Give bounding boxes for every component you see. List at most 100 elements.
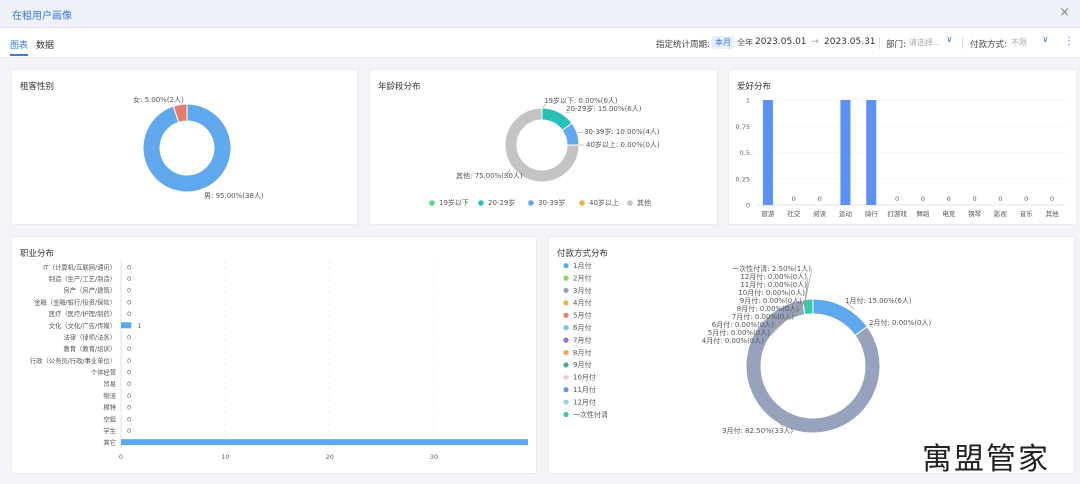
x-tick-label: 影视 [994, 209, 1008, 218]
x-tick-label: 骑行 [865, 209, 879, 218]
leader-line [772, 414, 785, 429]
y-tick-label: 1 [746, 97, 750, 105]
chevron-down-icon[interactable]: ∨ [1042, 35, 1049, 45]
y-tick-label: IT（计算机/互联网/通讯） [43, 262, 116, 271]
y-tick-label: 空姐 [103, 414, 116, 423]
pie-slice [745, 299, 881, 434]
data-label: 0 [127, 369, 131, 377]
window-title: 在租用户画像 [12, 11, 72, 22]
x-tick-label: 阅读 [813, 209, 827, 218]
x-tick-label: 运动 [839, 210, 853, 218]
full-year-button[interactable]: 全年 [737, 38, 753, 47]
data-label: 0 [127, 357, 131, 365]
data-label: 12月付: 0.00%(0人) [740, 272, 807, 281]
legend-marker [563, 287, 569, 294]
legend-marker [563, 337, 569, 343]
data-label: 11月付 [573, 385, 596, 394]
legend-marker [563, 349, 569, 356]
x-tick-label: 0 [119, 453, 123, 461]
payment-pie-chart: 1月付2月付3月付4月付5月付6月付7月付8月付9月付10月付11月付12月付一… [563, 261, 931, 435]
data-label: 10月付 [573, 373, 596, 382]
gender-pie-chart: 男: 95.00%(38人) 女: 5.00%(2人) [133, 95, 264, 200]
job-card: 职业分布 0 10 20 30 IT（计算机/互联网/通讯） 0 制造（生产/工艺/制造） 0… [11, 236, 537, 474]
legend-marker [563, 399, 569, 405]
gender-chart-title: 租客性别 [20, 82, 55, 92]
data-label: 3月付: 82.50%(33人) [722, 426, 793, 435]
data-label: 1月付: 15.00%(6人) [845, 296, 912, 305]
period-label: 指定统计周期: [656, 40, 710, 50]
tab-chart[interactable]: 图表 [10, 41, 29, 51]
legend-marker [563, 263, 569, 269]
data-label: 0 [921, 195, 925, 203]
data-label: 6月付: 0.00%(0人) [712, 320, 774, 329]
window-titlebar: 在租用户画像 × [0, 0, 1080, 28]
data-label: 5月付 [573, 311, 591, 320]
legend-marker [563, 362, 569, 368]
y-tick-label: 0.5 [740, 149, 750, 157]
x-tick-label: 旅游 [761, 209, 775, 218]
x-tick-label: 钢琴 [968, 210, 982, 218]
hobby-chart-title: 爱好分布 [737, 82, 772, 92]
this-month-button[interactable]: 本月 [712, 36, 734, 49]
data-label: 男: 95.00%(38人) [204, 192, 264, 200]
data-label: 6月付 [573, 323, 591, 332]
payment-chart-title: 付款方式分布 [557, 249, 609, 259]
data-label: 8月付: 0.00%(0人) [737, 304, 799, 313]
leader-line [804, 292, 807, 302]
toolbar: 图表 数据 指定统计周期: 本月 全年 2023.05.01 → 2023.05… [0, 28, 1080, 58]
dept-select[interactable]: 请选择... [909, 38, 941, 47]
legend-marker [563, 312, 569, 318]
data-label: 其他: 75.00%(30人) [456, 171, 523, 180]
legend-marker [478, 200, 484, 206]
data-label: 0 [127, 275, 131, 283]
data-label: 30-39岁: 10.00%(4人) [584, 127, 660, 136]
data-label: 7月付: 0.00%(0人) [732, 312, 794, 321]
start-date-input[interactable]: 2023.05.01 [755, 37, 807, 47]
data-label: 1 [137, 322, 141, 330]
y-tick-label: 金融（金融/银行/投资/保险） [34, 297, 116, 306]
y-tick-label: 0 [746, 202, 750, 210]
end-date-input[interactable]: 2023.05.31 [824, 37, 876, 47]
legend-marker [579, 200, 585, 206]
data-label: 0 [127, 392, 131, 400]
data-label: 其他 [637, 198, 651, 207]
close-icon[interactable]: × [1059, 5, 1070, 20]
y-tick-label: 教育（教育/培训） [64, 344, 117, 353]
leader-line [764, 300, 806, 342]
legend-marker [563, 300, 569, 306]
data-label: 4月付 [573, 298, 591, 307]
age-pie-chart: 19岁以下: 0.00%(0人)20-29岁: 15.00%(6人) 30-39岁… [429, 96, 660, 207]
y-tick-label: 文化（文化/广告/传媒） [49, 321, 116, 330]
leader-line [846, 302, 855, 310]
date-range-arrow: → [811, 37, 819, 47]
y-tick-label: 物流 [103, 391, 116, 400]
active-tab-indicator [10, 54, 28, 56]
y-tick-label: 法律（律师/法务） [64, 332, 117, 341]
y-tick-label: 0.25 [736, 175, 750, 183]
x-tick-label: 舞蹈 [916, 209, 930, 218]
data-label: 0 [127, 427, 131, 435]
more-options-icon[interactable]: ⋮ [1064, 36, 1074, 47]
data-label: 3月付 [573, 286, 591, 295]
x-tick-label: 电竞 [942, 209, 956, 218]
pie-slice [504, 107, 580, 183]
legend-marker [429, 200, 435, 206]
bar [866, 100, 877, 205]
data-label: 0 [127, 298, 131, 306]
data-label: 40岁以上: 0.00%(0人) [586, 140, 660, 149]
data-label: 1月付 [573, 261, 591, 270]
tab-data[interactable]: 数据 [36, 41, 55, 51]
data-label: 0 [127, 287, 131, 295]
payment-select[interactable]: 不限 [1011, 38, 1027, 47]
legend-marker [563, 374, 569, 380]
x-tick-label: 社交 [787, 209, 801, 218]
data-label: 2月付: 0.00%(0人) [869, 318, 931, 327]
data-label: 一次性付清 [573, 410, 608, 419]
data-label: 0 [973, 195, 977, 203]
legend-marker [563, 411, 569, 418]
leader-line [503, 169, 511, 177]
chevron-down-icon[interactable]: ∨ [946, 35, 953, 45]
age-chart-title: 年龄段分布 [378, 82, 421, 92]
dept-label: 部门: [886, 40, 906, 50]
hobby-bar-chart: 0 0.25 0.5 0.75 1 旅游 0 社交 0 阅读 运动 骑行 0 打游戏 0 舞蹈 0 电竞 0 钢琴 0 影… [736, 97, 1065, 218]
